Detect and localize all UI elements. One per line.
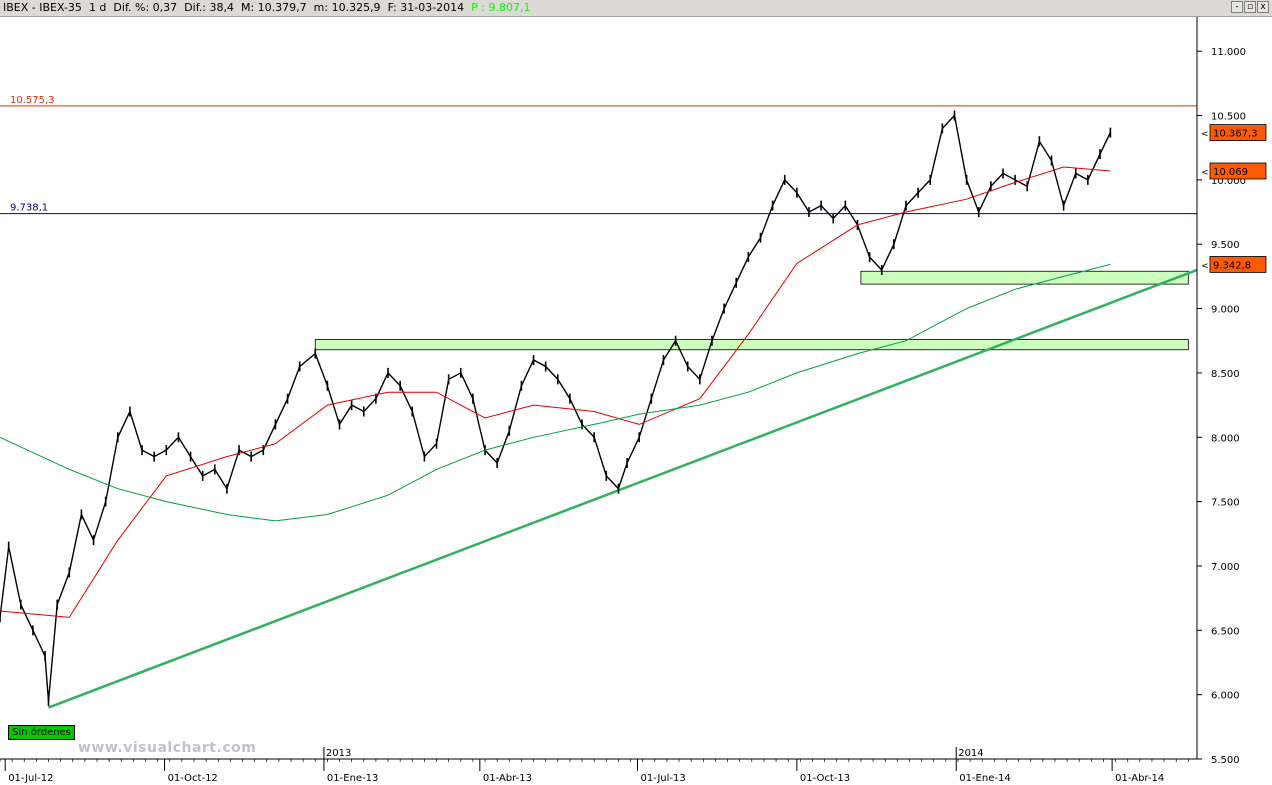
header-period: 1 d — [88, 1, 107, 14]
support-zones — [314, 270, 1189, 351]
support-zone-2 — [860, 270, 1189, 285]
y-tick-label: 11.000 — [1211, 47, 1246, 58]
price-tag-label-3: 9.342,8 — [1213, 260, 1251, 271]
x-tick-label: 01-Jul-13 — [640, 773, 685, 784]
trendline-layer — [48, 268, 1198, 709]
price-tag-box-1 — [1209, 124, 1267, 141]
series-line-ma-long — [0, 263, 1111, 522]
price-tag-label-1: 10.367,3 — [1213, 129, 1258, 140]
header-min: m: 10.325,9 — [313, 1, 381, 14]
x-tick-label: 01-Jul-12 — [8, 773, 53, 784]
axes-layer: 5.500 6.000 6.500 7.000 7.500 8.000 8.500 9.000… — [0, 17, 1267, 784]
header-date: F: 31-03-2014 — [387, 1, 465, 14]
header-max: M: 10.379,7 — [240, 1, 307, 14]
x-tick-label: 01-Abr-13 — [483, 773, 532, 784]
close-button[interactable]: x — [1257, 1, 1269, 13]
trendline — [48, 268, 1198, 709]
series-line-price — [0, 114, 1112, 702]
y-tick-label: 10.500 — [1211, 112, 1246, 123]
header-info: IBEX - IBEX-35 1 d Dif. %: 0,37 Dif.: 38… — [3, 1, 531, 14]
series-line-ma-short — [0, 166, 1111, 618]
y-tick-label: 8.000 — [1211, 433, 1240, 444]
x-tick-label: 01-Abr-14 — [1115, 773, 1164, 784]
level-label-2: 9.738,1 — [10, 203, 48, 214]
window-buttons: - ▫ x — [1231, 1, 1269, 13]
price-tag-box-3 — [1209, 256, 1267, 273]
x-tick-label: 01-Ene-14 — [959, 773, 1010, 784]
header-dif: Dif.: 38,4 — [184, 1, 234, 14]
x-tick-label: 01-Oct-13 — [800, 773, 850, 784]
maximize-button[interactable]: ▫ — [1244, 1, 1256, 13]
x-tick-label: 01-Ene-13 — [327, 773, 378, 784]
y-tick-label: 6.500 — [1211, 626, 1240, 637]
price-tag-label-2: 10.069 — [1213, 167, 1248, 178]
level-label-1: 10.575,3 — [10, 95, 55, 106]
header-dif-pct: Dif. %: 0,37 — [113, 1, 178, 14]
header-symbol: IBEX - IBEX-35 — [3, 1, 82, 14]
y-tick-label: 9.500 — [1211, 240, 1240, 251]
header-p: P : 9.807,1 — [471, 1, 531, 14]
price-tag-pointer: < — [1201, 261, 1209, 271]
year-label: 2013 — [326, 748, 351, 759]
y-tick-label: 8.500 — [1211, 369, 1240, 380]
y-tick-label: 7.500 — [1211, 498, 1240, 509]
horizontal-levels: 10.575,3 9.738,1 — [0, 95, 1197, 215]
y-tick-label: 10.000 — [1211, 176, 1246, 187]
watermark: www.visualchart.com — [78, 740, 257, 756]
y-tick-label: 7.000 — [1211, 562, 1240, 573]
window-titlebar: IBEX - IBEX-35 1 d Dif. %: 0,37 Dif.: 38… — [0, 0, 1272, 17]
price-chart[interactable]: 10.575,3 9.738,1 5.500 6.000 6.500 7.000 7.50… — [0, 17, 1272, 785]
price-tag-pointer: < — [1201, 130, 1209, 140]
year-label: 2014 — [958, 748, 983, 759]
y-tick-label: 5.500 — [1211, 755, 1240, 766]
series-layer — [0, 110, 1112, 707]
y-tick-label: 9.000 — [1211, 305, 1240, 316]
minimize-button[interactable]: - — [1231, 1, 1243, 13]
support-zone-1 — [314, 339, 1189, 351]
x-tick-label: 01-Oct-12 — [168, 773, 218, 784]
orders-status-badge[interactable]: Sin órdenes — [8, 725, 75, 740]
price-tag-box-2 — [1209, 162, 1267, 180]
y-tick-label: 6.000 — [1211, 691, 1240, 702]
price-tag-pointer: < — [1201, 168, 1209, 178]
